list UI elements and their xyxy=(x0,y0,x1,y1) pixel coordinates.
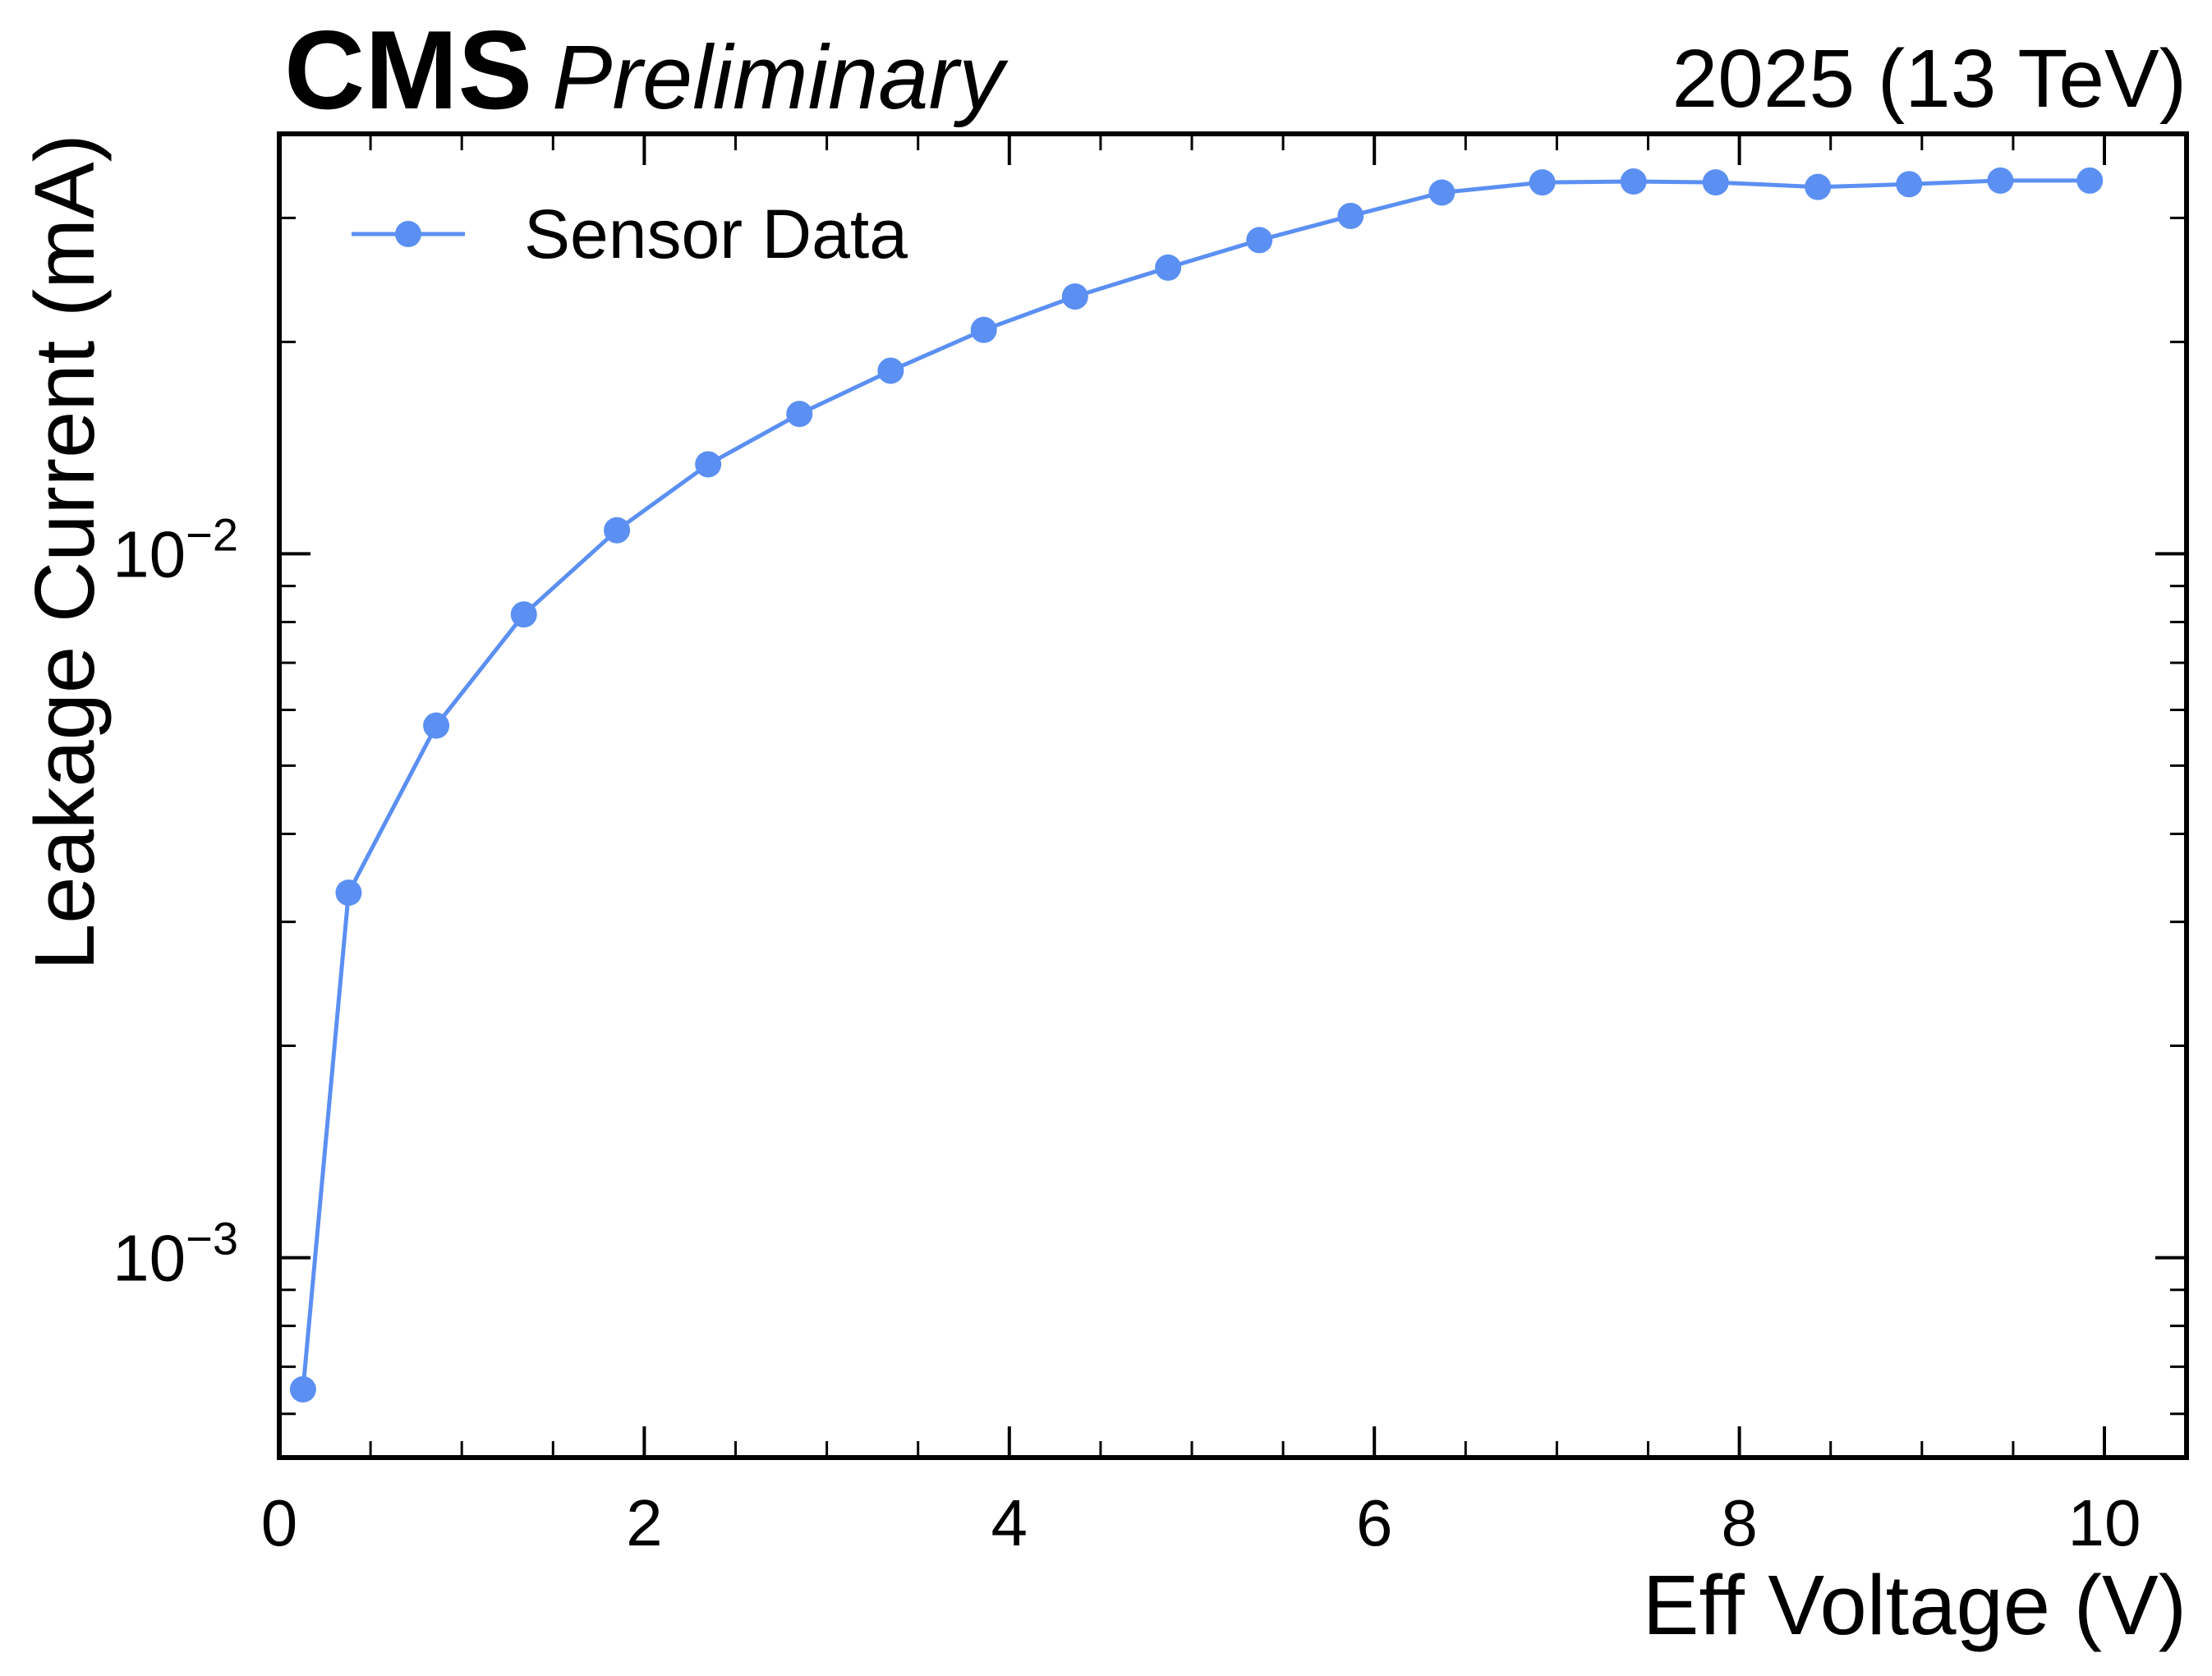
y-tick-labels: 10−3 10−2 xyxy=(113,508,238,1294)
data-point xyxy=(289,1375,316,1403)
data-point xyxy=(1805,173,1832,200)
data-point xyxy=(335,879,362,907)
data-point xyxy=(1529,169,1556,196)
data-point xyxy=(1987,167,2014,194)
y-tick-label: 10−3 xyxy=(113,1213,238,1295)
x-tick-label: 0 xyxy=(261,1486,298,1559)
data-point xyxy=(1620,168,1647,195)
x-tick-label: 6 xyxy=(1356,1486,1393,1559)
data-point xyxy=(604,517,631,544)
y-axis-title: Leakage Current (mA) xyxy=(17,134,112,971)
x-tick-labels: 0 2 4 6 8 10 xyxy=(261,1486,2141,1559)
legend-label: Sensor Data xyxy=(524,195,908,273)
data-point xyxy=(1896,171,1923,198)
data-point xyxy=(1155,254,1182,281)
series-group xyxy=(289,167,2104,1403)
status-label: Preliminary xyxy=(552,27,1009,128)
axis-ticks xyxy=(278,134,2187,1458)
series-line xyxy=(301,178,2090,1390)
data-point xyxy=(786,401,813,428)
data-point xyxy=(970,316,997,343)
experiment-label: CMS xyxy=(284,7,532,132)
x-tick-label: 2 xyxy=(626,1486,663,1559)
x-axis-title: Eff Voltage (V) xyxy=(1643,1558,2187,1652)
data-point xyxy=(1428,179,1456,206)
x-tick-label: 4 xyxy=(991,1486,1028,1559)
data-point xyxy=(423,712,450,739)
data-point xyxy=(877,357,904,384)
legend: Sensor Data xyxy=(352,195,908,273)
y-tick-label: 10−2 xyxy=(113,508,238,590)
x-tick-label: 8 xyxy=(1721,1486,1758,1559)
data-point xyxy=(1702,169,1729,196)
x-tick-label: 10 xyxy=(2068,1486,2141,1559)
data-point xyxy=(1061,283,1088,310)
legend-marker xyxy=(395,221,421,247)
lumi-label: 2025 (13 TeV) xyxy=(1672,33,2187,125)
data-point xyxy=(1337,202,1364,229)
data-point xyxy=(695,451,722,478)
data-point xyxy=(1246,227,1273,254)
plot-frame xyxy=(277,131,2189,1460)
data-point xyxy=(2076,167,2104,194)
data-point xyxy=(510,601,537,628)
